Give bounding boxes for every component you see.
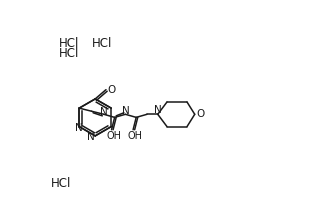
Text: HCl: HCl <box>92 37 113 50</box>
Text: O: O <box>107 85 115 95</box>
Text: N: N <box>100 107 108 117</box>
Text: OH: OH <box>128 131 143 141</box>
Text: N: N <box>75 123 83 133</box>
Text: O: O <box>196 109 204 119</box>
Text: HCl: HCl <box>51 177 71 190</box>
Text: HCl: HCl <box>59 47 80 60</box>
Text: HCl: HCl <box>59 37 80 50</box>
Text: N: N <box>154 105 162 115</box>
Text: N: N <box>122 106 130 116</box>
Text: N: N <box>87 132 95 142</box>
Text: OH: OH <box>106 131 121 141</box>
